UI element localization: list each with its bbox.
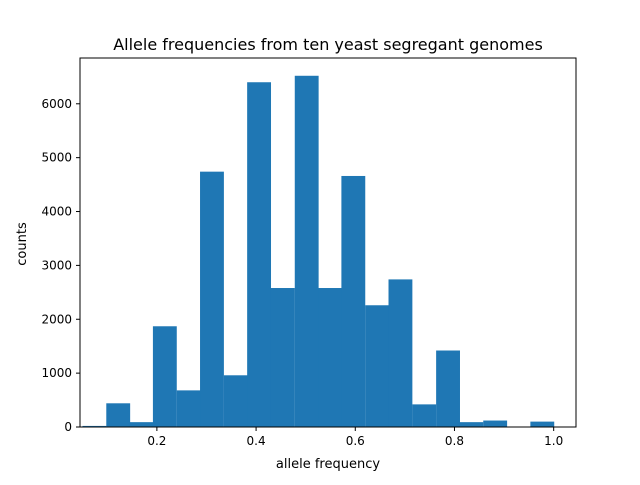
histogram-bar [388, 279, 413, 427]
histogram-bar [82, 425, 107, 427]
histogram-bar [483, 420, 508, 427]
histogram-bar [129, 422, 154, 427]
chart-title: Allele frequencies from ten yeast segreg… [113, 35, 543, 54]
histogram-bar [176, 390, 201, 427]
y-tick-label: 0 [64, 420, 72, 434]
histogram-bar [106, 403, 131, 427]
plot-frame [79, 57, 577, 428]
histogram-bar [247, 82, 272, 427]
x-axis-label: allele frequency [276, 457, 380, 472]
y-tick-label: 3000 [41, 258, 72, 272]
histogram-bar [412, 404, 437, 427]
histogram-bar [459, 422, 484, 427]
x-tick-label: 0.8 [445, 434, 464, 448]
y-tick-label: 4000 [41, 205, 72, 219]
y-tick-label: 6000 [41, 97, 72, 111]
histogram-bar [530, 421, 555, 427]
histogram-bar [270, 288, 295, 427]
histogram-bar [200, 171, 224, 427]
histogram-bar [318, 288, 342, 427]
histogram-bar [341, 175, 366, 427]
histogram-bar [436, 350, 460, 427]
y-axis-ticks: 0 1000 2000 3000 4000 5000 6000 [41, 97, 80, 434]
x-tick-label: 1.0 [544, 434, 563, 448]
x-tick-label: 0.2 [147, 434, 166, 448]
x-axis-ticks: 0.2 0.4 0.6 0.8 1.0 [147, 427, 563, 448]
y-tick-label: 5000 [41, 151, 72, 165]
histogram-bar [223, 375, 248, 427]
histogram-bar [365, 305, 390, 427]
x-tick-label: 0.4 [247, 434, 266, 448]
y-axis-label: counts [15, 222, 30, 266]
bars-group [82, 75, 555, 427]
y-tick-label: 1000 [41, 366, 72, 380]
y-tick-label: 2000 [41, 312, 72, 326]
x-tick-label: 0.6 [346, 434, 365, 448]
histogram-bar [294, 75, 319, 427]
histogram-bar [152, 326, 177, 427]
